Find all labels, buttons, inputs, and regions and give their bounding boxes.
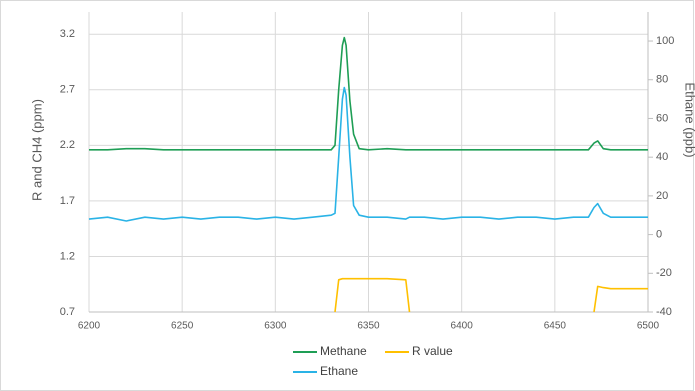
y2-tick-label: -40 xyxy=(656,306,672,318)
y2-axis-label: Ethane (ppb) xyxy=(683,82,695,157)
series-line xyxy=(89,36,648,151)
x-tick-label: 6350 xyxy=(357,321,380,332)
y2-tick-label: 40 xyxy=(656,151,668,163)
y-tick-label: 2.2 xyxy=(60,139,75,151)
y2-tick-label: 80 xyxy=(656,74,668,86)
y2-tick-label: 0 xyxy=(656,228,662,240)
y-tick-label: 1.2 xyxy=(60,250,75,262)
x-tick-label: 6200 xyxy=(78,321,101,332)
series-line xyxy=(334,277,648,313)
y-tick-label: 1.7 xyxy=(60,195,75,207)
x-tick-label: 6500 xyxy=(637,321,660,332)
y2-tick-label: -20 xyxy=(656,267,672,279)
x-tick-label: 6250 xyxy=(171,321,194,332)
x-tick-label: 6450 xyxy=(544,321,567,332)
y-tick-label: 2.7 xyxy=(60,84,75,96)
y2-tick-label: 20 xyxy=(656,190,668,202)
y-tick-label: 3.2 xyxy=(60,28,75,40)
series-line xyxy=(88,86,648,222)
y2-tick-label: 100 xyxy=(656,35,674,47)
y-tick-label: 0.7 xyxy=(60,306,75,318)
legend-label: R value xyxy=(412,344,453,358)
x-tick-label: 6300 xyxy=(264,321,287,332)
legend-label: Methane xyxy=(320,344,367,358)
x-tick-label: 6400 xyxy=(451,321,474,332)
y2-tick-label: 60 xyxy=(656,112,668,124)
legend-label: Ethane xyxy=(320,364,358,378)
y-axis-label: R and CH4 (ppm) xyxy=(29,99,44,201)
